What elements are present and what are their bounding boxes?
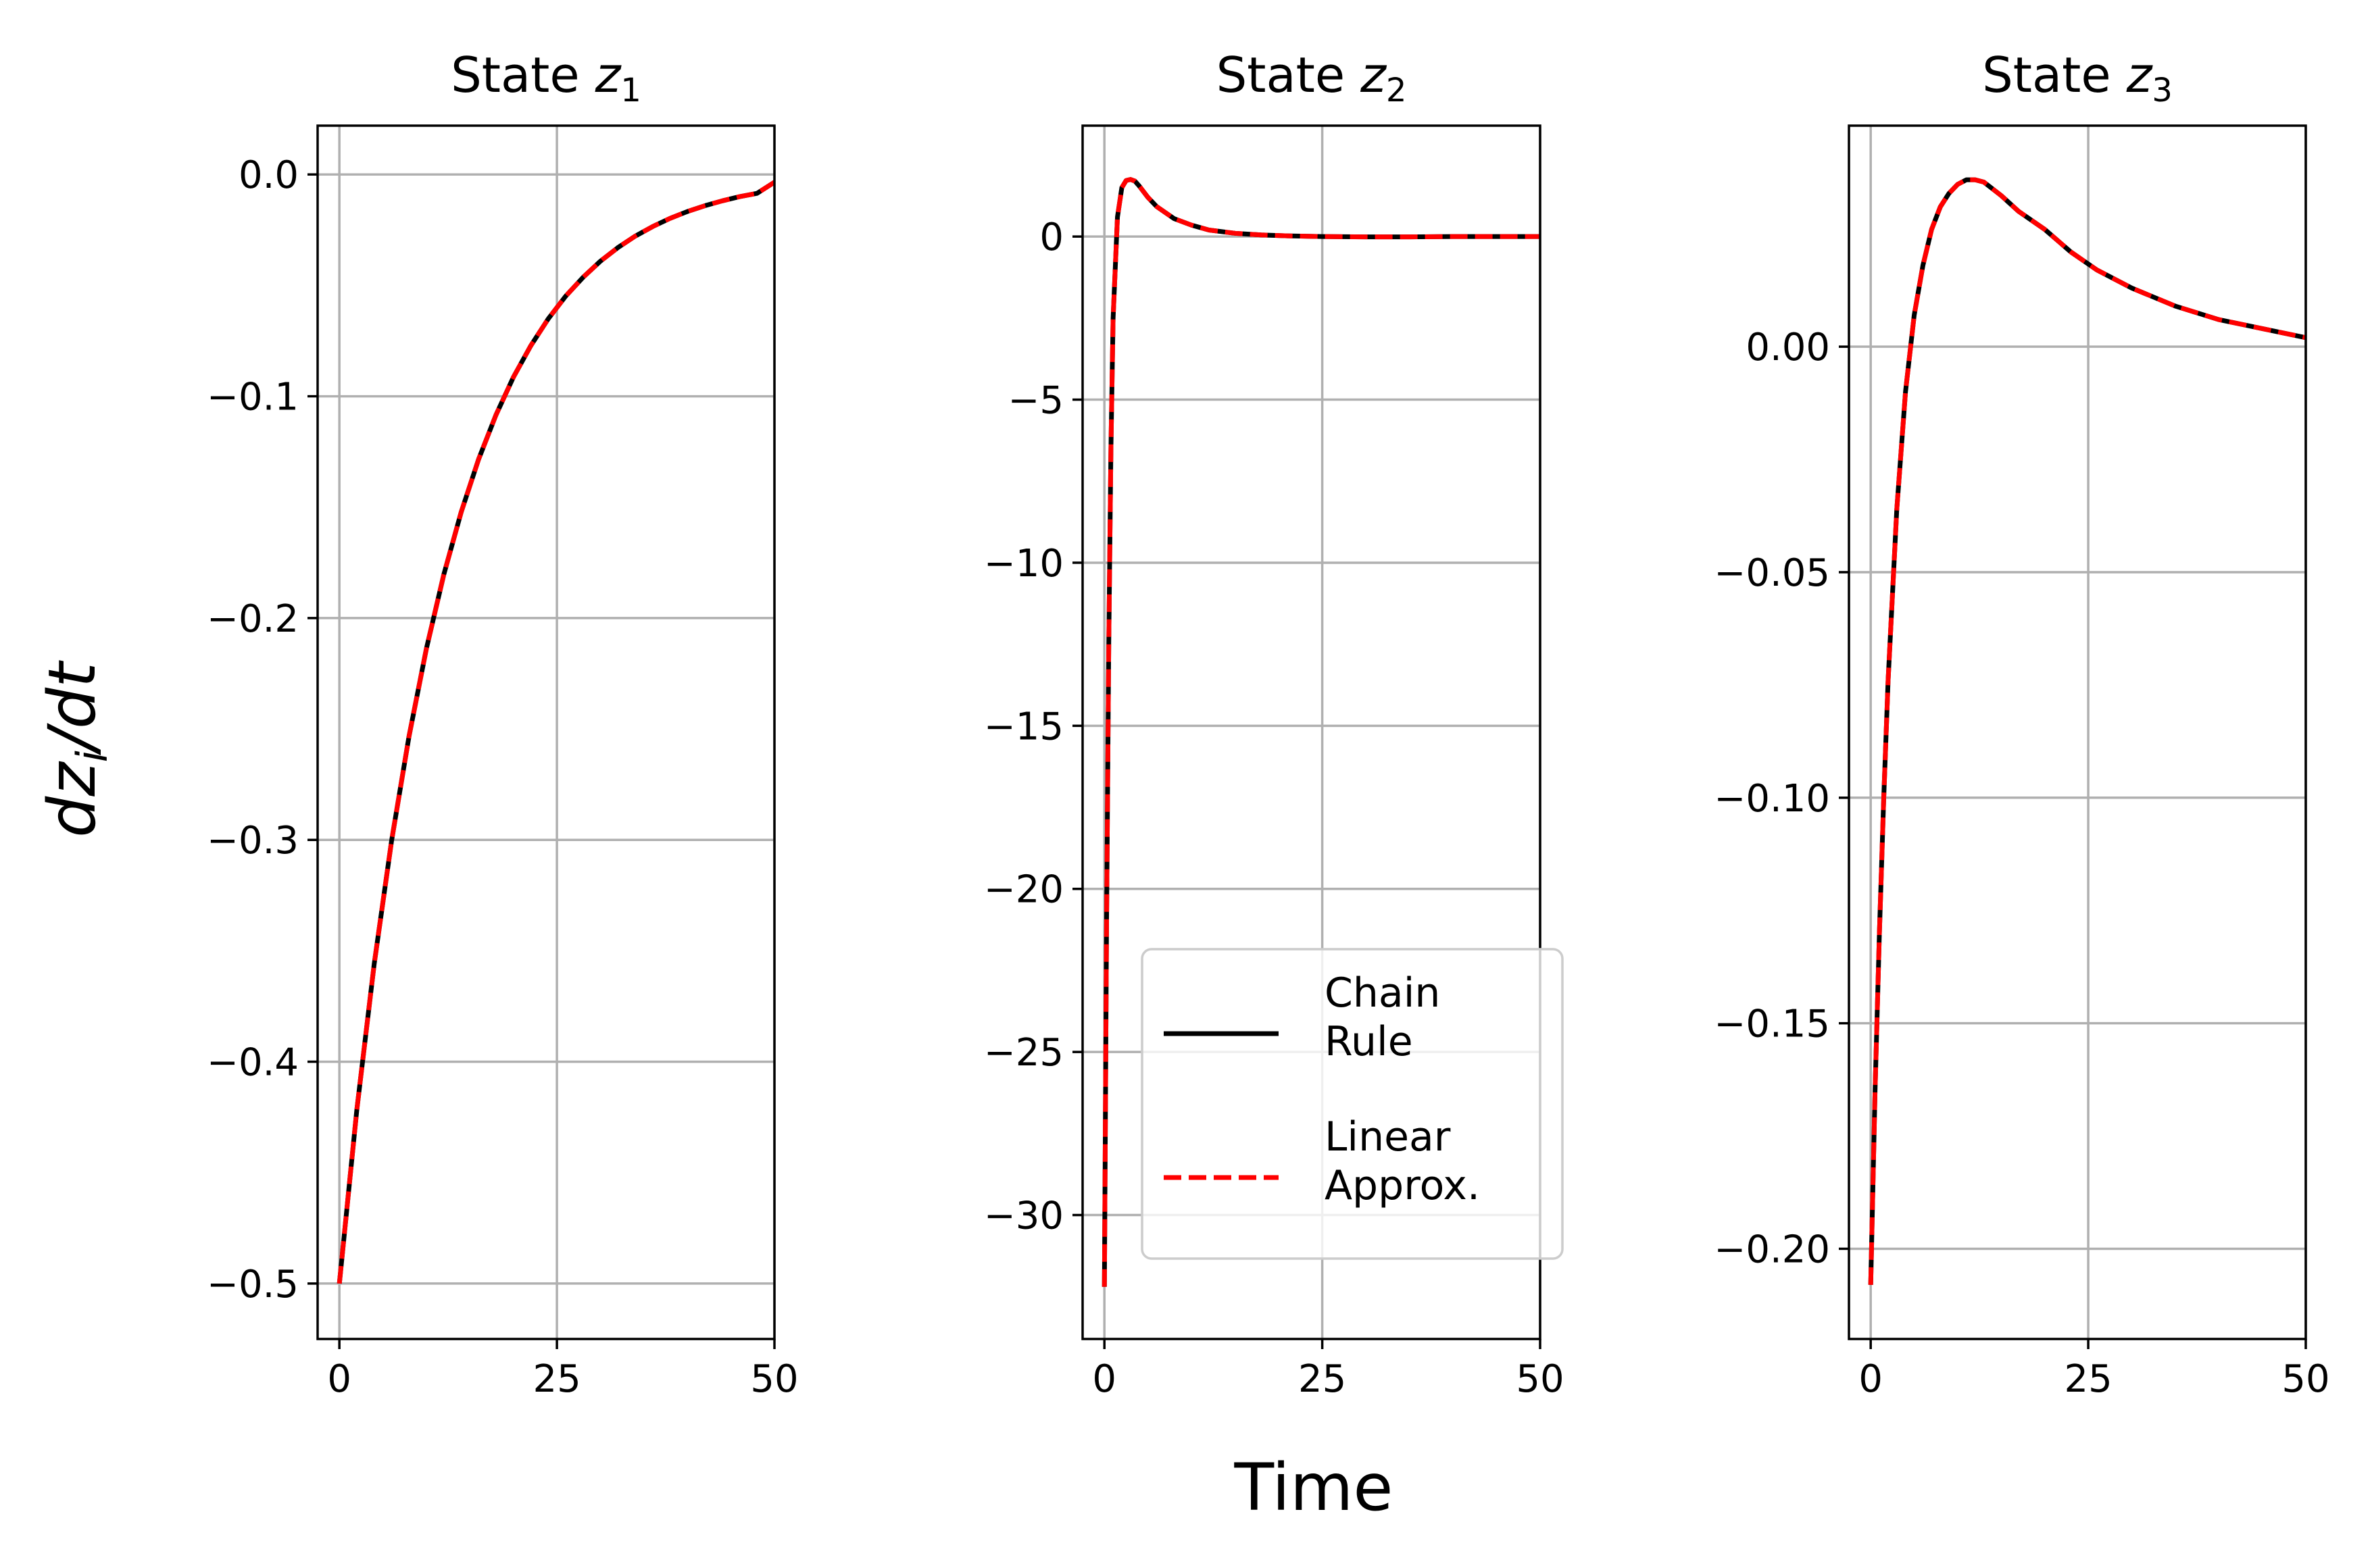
y-tick-label: −25 xyxy=(984,1031,1064,1075)
legend-label-linear-approx: Linear Approx. xyxy=(1325,1113,1480,1209)
x-tick-label: 50 xyxy=(2281,1357,2329,1401)
y-tick-label: 0 xyxy=(1039,216,1064,259)
series-line-linear-approx xyxy=(1102,177,1540,1287)
y-tick-label: −0.05 xyxy=(1714,551,1830,595)
x-tick-label: 25 xyxy=(1298,1357,1346,1401)
axes-frame xyxy=(1081,124,1541,1340)
y-tick-label: 0.00 xyxy=(1746,326,1830,370)
x-tick-label: 0 xyxy=(1858,1357,1883,1401)
panel-title: State z2 xyxy=(1216,47,1407,109)
y-tick-label: −0.3 xyxy=(207,819,299,863)
y-tick-label: −0.1 xyxy=(207,376,299,420)
legend-label-chain-rule: Chain Rule xyxy=(1325,969,1440,1065)
legend-box xyxy=(1141,948,1564,1260)
y-tick-label: −15 xyxy=(984,705,1064,749)
shared-y-label: dzi/dt xyxy=(34,660,117,838)
axes-frame xyxy=(316,124,776,1340)
x-tick-label: 25 xyxy=(533,1357,580,1401)
series-line-linear-approx xyxy=(1868,177,2306,1285)
y-label-rest: /dt xyxy=(34,660,110,756)
y-tick-label: −0.10 xyxy=(1714,777,1830,821)
panel-1: 0 25 50 0.0 −0.1 −0.2 −0.3 −0.4 −0.5 State z1 xyxy=(207,47,799,1401)
x-tick-label: 50 xyxy=(750,1357,798,1401)
x-tick-label: 50 xyxy=(1516,1357,1564,1401)
shared-x-label: Time xyxy=(1234,1450,1393,1525)
series-group xyxy=(337,180,774,1284)
axes-frame xyxy=(1848,124,2307,1340)
x-tick-label: 0 xyxy=(327,1357,351,1401)
y-tick-label: −0.20 xyxy=(1714,1228,1830,1271)
legend: Chain Rule Linear Approx. xyxy=(1141,948,1564,1260)
y-tick-label: −5 xyxy=(1008,379,1064,423)
y-tick-label: 0.0 xyxy=(239,153,299,197)
y-tick-label: −0.5 xyxy=(207,1263,299,1307)
y-label-var: dz xyxy=(34,761,110,838)
y-tick-label: −0.4 xyxy=(207,1041,299,1085)
series-group xyxy=(1868,177,2306,1285)
x-tick-label: 25 xyxy=(2064,1357,2112,1401)
panel-title: State z3 xyxy=(1982,47,2173,109)
panel-3: 0 25 50 0.00 −0.05 −0.10 −0.15 −0.20 State z3 xyxy=(1714,47,2329,1401)
panel-title: State z1 xyxy=(451,47,641,109)
x-tick-label: 0 xyxy=(1092,1357,1116,1401)
y-tick-label: −30 xyxy=(984,1194,1064,1238)
series-group xyxy=(1102,177,1540,1287)
series-line-linear-approx xyxy=(337,180,774,1284)
y-tick-label: −0.15 xyxy=(1714,1003,1830,1046)
panels: 0 25 50 0.0 −0.1 −0.2 −0.3 −0.4 −0.5 State z1 0 25 5… xyxy=(207,47,2330,1401)
y-tick-label: −0.2 xyxy=(207,597,299,641)
y-label-sub: i xyxy=(68,751,117,762)
y-tick-label: −10 xyxy=(984,542,1064,586)
panel-2: 0 25 50 0 −5 −10 −15 −20 −25 −30 State z2 Chain Rule… xyxy=(984,47,1564,1401)
y-tick-label: −20 xyxy=(984,868,1064,912)
